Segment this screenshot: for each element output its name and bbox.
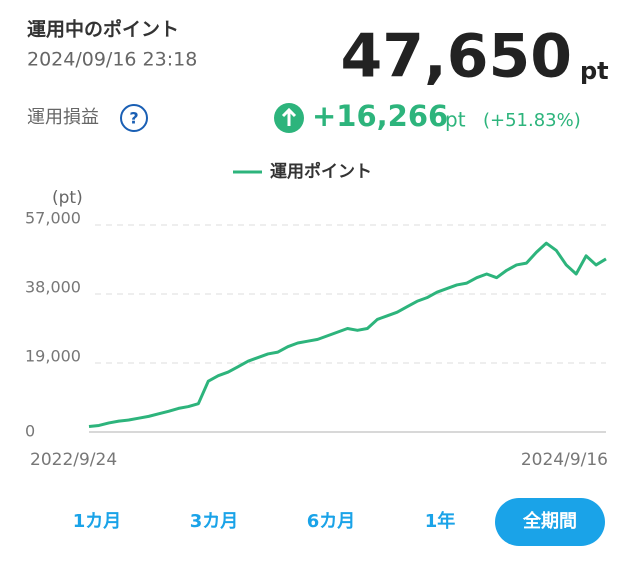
timestamp: 2024/09/16 23:18 [27,49,197,71]
points-unit: pt [580,57,609,85]
up-arrow [281,107,297,126]
help-icon[interactable] [120,104,148,132]
x-tick-label: 2022/9/24 [30,450,117,470]
y-tick-label: 57,000 [25,209,81,228]
pl-label: 運用損益 [27,107,99,128]
help-text[interactable]: ? [129,109,138,128]
tab[interactable]: 3カ月 [190,511,239,532]
pl-unit: pt [445,108,466,132]
x-tick-label: 2024/9/16 [521,450,608,470]
y-tick-label: 0 [25,422,35,441]
y-tick-label: 38,000 [25,278,81,297]
series-line [88,241,607,429]
tab[interactable]: 1年 [425,510,456,532]
tab[interactable]: 1カ月 [73,511,122,532]
pl-percent: (+51.83%) [483,110,581,131]
points: 47,650 [340,22,572,92]
tab[interactable]: 6カ月 [307,511,356,532]
legend-label: 運用ポイント [270,161,372,182]
pl-value: +16,266 [312,99,448,133]
y-tick-label: 19,000 [25,347,81,366]
title: 運用中のポイント [27,18,179,41]
tab[interactable]: 全期間 [522,510,577,532]
tab-active-bg[interactable] [495,498,605,546]
y-axis-label: (pt) [52,188,83,208]
